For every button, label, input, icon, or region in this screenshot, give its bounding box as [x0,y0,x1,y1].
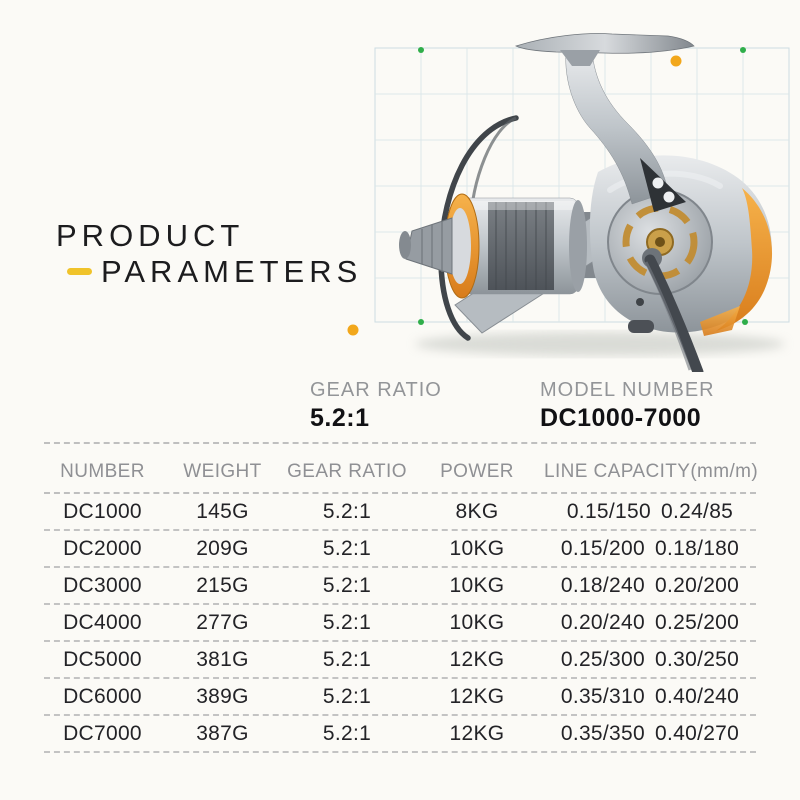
model-number-value: DC1000-7000 [540,404,702,432]
summary-section: GEAR RATIO 5.2:1 MODEL NUMBER DC1000-700… [0,379,800,435]
table-row: DC7000 387G 5.2:1 12KG 0.35/350 0.40/270 [44,716,756,753]
table-row: DC2000 209G 5.2:1 10KG 0.15/200 0.18/180 [44,531,756,568]
capacity-value-2: 0.18/180 [655,536,740,560]
cell-number: DC2000 [63,536,142,560]
capacity-value-1: 0.20/240 [560,610,645,634]
capacity-value-2: 0.20/200 [655,573,740,597]
capacity-value-2: 0.40/270 [655,721,740,745]
gear-ratio-summary: GEAR RATIO 5.2:1 [310,379,442,433]
spec-table-body: DC1000 145G 5.2:1 8KG 0.15/150 0.24/85 D… [44,494,756,753]
page-title-line1: PRODUCT [56,218,245,253]
cell-number: DC1000 [63,499,142,523]
cell-weight: 389G [196,684,249,708]
cell-gear-ratio: 5.2:1 [322,536,372,560]
cell-line-capacity: 0.25/300 0.30/250 [544,648,756,672]
cell-gear-ratio: 5.2:1 [322,647,372,671]
capacity-value-1: 0.15/150 [566,499,651,523]
gear-ratio-value: 5.2:1 [310,404,370,432]
cell-power: 12KG [449,684,505,708]
reel-foot [515,33,695,66]
cell-weight: 387G [196,721,249,745]
cell-line-capacity: 0.20/240 0.25/200 [544,611,756,635]
capacity-value-2: 0.25/200 [655,610,740,634]
reel-illustration [399,33,773,372]
table-row: DC4000 277G 5.2:1 10KG 0.20/240 0.25/200 [44,605,756,642]
orange-marker-dot [670,55,682,67]
gold-dash-icon [67,268,92,275]
cell-power: 12KG [449,647,505,671]
page-title: PRODUCT PARAMETERS [56,219,362,288]
capacity-value-1: 0.15/200 [560,536,645,560]
orange-marker-dot [347,324,359,336]
capacity-value-2: 0.30/250 [655,647,740,671]
anti-reverse-switch [628,320,654,333]
green-marker-dot [740,47,746,53]
cell-line-capacity: 0.35/310 0.40/240 [544,685,756,709]
cell-line-capacity: 0.15/200 0.18/180 [544,537,756,561]
table-row: DC1000 145G 5.2:1 8KG 0.15/150 0.24/85 [44,494,756,531]
capacity-value-1: 0.35/310 [560,684,645,708]
table-row: DC5000 381G 5.2:1 12KG 0.25/300 0.30/250 [44,642,756,679]
capacity-value-1: 0.35/350 [560,721,645,745]
col-header-number: NUMBER [60,461,145,482]
table-row: DC3000 215G 5.2:1 10KG 0.18/240 0.20/200 [44,568,756,605]
model-number-summary: MODEL NUMBER DC1000-7000 [540,379,715,433]
product-photo [347,33,790,372]
cell-weight: 277G [196,610,249,634]
cell-power: 10KG [449,536,505,560]
grid-marker-dots [347,47,748,336]
cell-number: DC5000 [63,647,142,671]
reel-stem [565,49,686,212]
reel-handle [642,248,704,372]
cell-power: 10KG [449,573,505,597]
reel-spool [399,193,587,299]
spec-table: NUMBER WEIGHT GEAR RATIO POWER LINE CAPA… [44,442,759,753]
cell-number: DC3000 [63,573,142,597]
cell-power: 12KG [449,721,505,745]
drag-knob [399,217,453,275]
cell-power: 10KG [449,610,505,634]
col-header-power: POWER [440,461,514,482]
cell-weight: 215G [196,573,249,597]
col-header-gear-ratio: GEAR RATIO [287,461,407,482]
col-header-weight: WEIGHT [183,461,262,482]
cell-gear-ratio: 5.2:1 [322,721,372,745]
body-orange-accent [716,188,773,331]
col-header-line-capacity: LINE CAPACITY(mm/m) [544,461,759,482]
green-marker-dot [418,47,424,53]
cell-gear-ratio: 5.2:1 [322,610,372,634]
spec-table-header: NUMBER WEIGHT GEAR RATIO POWER LINE CAPA… [44,442,759,494]
cell-weight: 381G [196,647,249,671]
green-marker-dot [418,319,424,325]
capacity-value-1: 0.18/240 [560,573,645,597]
cell-power: 8KG [455,499,499,523]
cell-line-capacity: 0.15/150 0.24/85 [544,500,756,524]
gear-ratio-label: GEAR RATIO [310,379,442,401]
cell-gear-ratio: 5.2:1 [322,499,372,523]
capacity-value-2: 0.24/85 [660,499,734,523]
cell-line-capacity: 0.18/240 0.20/200 [544,574,756,598]
cell-line-capacity: 0.35/350 0.40/270 [544,722,756,746]
table-row: DC6000 389G 5.2:1 12KG 0.35/310 0.40/240 [44,679,756,716]
cell-weight: 145G [196,499,249,523]
cell-gear-ratio: 5.2:1 [322,684,372,708]
cell-number: DC6000 [63,684,142,708]
cell-weight: 209G [196,536,249,560]
page-title-line2: PARAMETERS [101,254,363,289]
capacity-value-1: 0.25/300 [560,647,645,671]
cell-number: DC4000 [63,610,142,634]
cell-number: DC7000 [63,721,142,745]
green-marker-dot [742,319,748,325]
model-number-label: MODEL NUMBER [540,379,715,401]
reel-shadow [415,332,785,356]
cell-gear-ratio: 5.2:1 [322,573,372,597]
capacity-value-2: 0.40/240 [655,684,740,708]
body-orange-wedge [700,306,740,336]
